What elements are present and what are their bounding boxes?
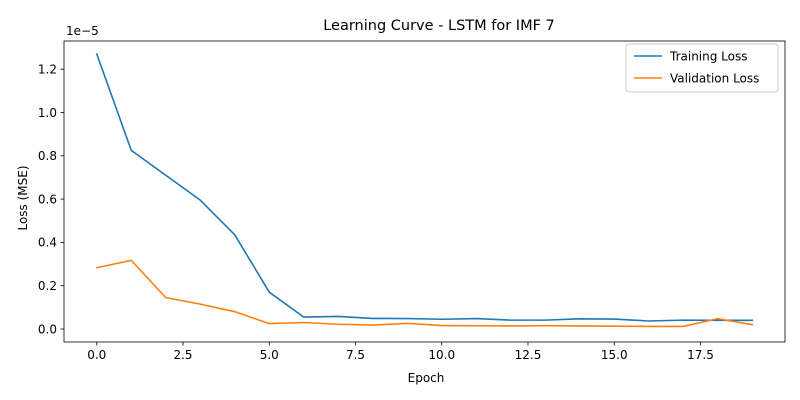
y-tick-label: 0.6 <box>38 192 57 206</box>
x-tick-label: 17.5 <box>687 348 714 362</box>
axes-frame <box>63 40 786 343</box>
legend-label: Validation Loss <box>670 71 759 85</box>
y-tick-label: 0.0 <box>38 322 57 336</box>
x-tick-label: 0.0 <box>87 348 106 362</box>
y-tick-label: 0.2 <box>38 279 57 293</box>
x-tick-label: 7.5 <box>346 348 365 362</box>
legend-box <box>625 43 779 93</box>
plot-area: 0.0 2.5 5.0 7.5 10.0 12.5 15.0 17.5 0.0 0.2 0.4 0.6… <box>38 40 786 362</box>
y-tick-label: 0.8 <box>38 149 57 163</box>
x-tick-label: 10.0 <box>428 348 455 362</box>
series-line-validation-loss <box>95 259 754 328</box>
y-tick-label: 1.2 <box>38 62 57 76</box>
chart-title: Learning Curve - LSTM for IMF 7 <box>323 18 555 34</box>
y-tick-label: 0.4 <box>38 236 57 250</box>
legend: Training Loss Validation Loss <box>625 43 779 93</box>
x-axis-label: Epoch <box>408 371 445 385</box>
x-tick-label: 15.0 <box>601 348 628 362</box>
y-offset-label: 1e−5 <box>66 24 99 38</box>
x-tick-label: 5.0 <box>260 348 279 362</box>
series-line-training-loss <box>95 52 754 322</box>
y-tick-label: 1.0 <box>38 106 57 120</box>
y-axis-label: Loss (MSE) <box>16 165 30 230</box>
legend-label: Training Loss <box>669 49 747 63</box>
x-tick-label: 12.5 <box>515 348 542 362</box>
x-tick-label: 2.5 <box>173 348 192 362</box>
